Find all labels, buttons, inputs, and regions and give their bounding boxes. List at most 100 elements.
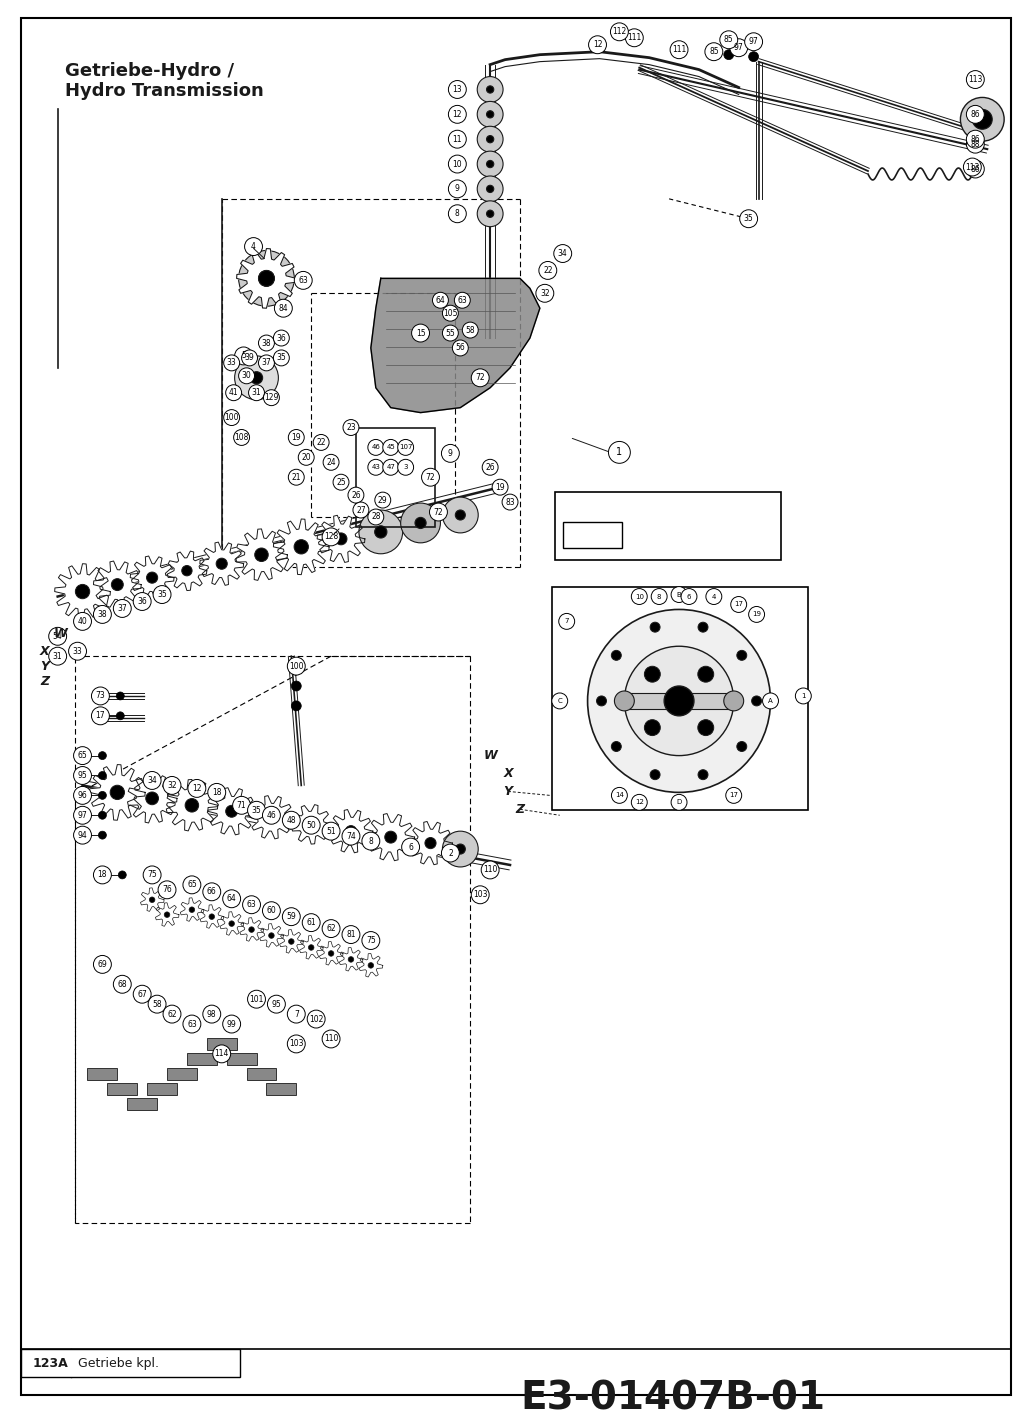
Circle shape [283,908,300,925]
Circle shape [291,681,301,691]
Bar [21,1349,239,1377]
Circle shape [243,895,260,914]
Circle shape [94,955,111,973]
Circle shape [183,1015,201,1033]
Text: 10: 10 [452,159,462,169]
Circle shape [448,205,466,223]
Circle shape [98,811,106,820]
Polygon shape [329,810,373,853]
Circle shape [966,105,985,124]
Text: 72: 72 [425,473,436,482]
Text: 69: 69 [98,961,107,969]
Text: 10: 10 [635,594,644,600]
Circle shape [367,459,384,475]
Circle shape [503,495,518,510]
Circle shape [665,686,694,716]
Text: 83: 83 [506,497,515,506]
Text: 59: 59 [287,912,296,921]
Circle shape [698,666,714,682]
Text: Y: Y [504,784,513,799]
Text: 37: 37 [261,358,271,368]
Text: 73: 73 [96,692,105,701]
Circle shape [558,614,575,630]
Circle shape [972,109,992,129]
Text: 26: 26 [351,490,361,500]
Circle shape [234,347,253,365]
Text: 85: 85 [724,36,734,44]
Circle shape [224,409,239,425]
Circle shape [477,77,503,102]
Circle shape [163,1005,181,1023]
Text: 8: 8 [455,209,459,219]
Circle shape [183,875,201,894]
Circle shape [287,1034,305,1053]
Circle shape [322,1030,340,1047]
Circle shape [698,622,708,632]
Text: 12: 12 [635,800,644,806]
Text: 99: 99 [227,1019,236,1029]
Text: 19: 19 [752,611,762,618]
Text: 86: 86 [970,109,980,119]
Text: 63: 63 [187,1019,197,1029]
Polygon shape [250,796,293,838]
Circle shape [383,459,398,475]
Circle shape [289,939,294,945]
Circle shape [748,607,765,622]
Bar [630,693,729,709]
Circle shape [209,914,215,919]
Circle shape [223,1015,240,1033]
Text: 15: 15 [416,328,425,338]
Circle shape [262,806,281,824]
Circle shape [258,335,275,351]
Text: 55: 55 [446,328,455,338]
Circle shape [359,510,402,554]
Text: 1: 1 [616,448,622,458]
Polygon shape [359,953,383,978]
Circle shape [486,135,493,142]
Polygon shape [55,564,110,620]
Circle shape [283,811,300,830]
Circle shape [477,126,503,152]
Circle shape [73,826,92,844]
Text: 48: 48 [287,816,296,824]
Text: 7: 7 [294,1009,298,1019]
Text: 58: 58 [153,999,162,1009]
Circle shape [307,818,317,830]
Text: 35: 35 [252,806,261,814]
Text: 32: 32 [167,782,176,790]
Text: 23: 23 [346,423,356,432]
Circle shape [737,651,747,661]
Circle shape [671,587,687,603]
Circle shape [232,796,251,814]
Text: 111: 111 [627,33,642,43]
Circle shape [415,517,426,529]
Bar [206,1037,236,1050]
Polygon shape [317,516,365,563]
Circle shape [249,926,254,932]
Text: 85: 85 [709,47,718,57]
Polygon shape [292,804,331,844]
Text: 107: 107 [399,445,413,450]
Text: SEAL & O-RING KIT: SEAL & O-RING KIT [602,506,735,519]
Circle shape [482,459,498,475]
Polygon shape [236,529,287,580]
Circle shape [737,742,747,752]
Circle shape [241,350,258,365]
Bar [562,522,622,549]
Text: 18: 18 [98,871,107,880]
Text: 3: 3 [404,465,408,470]
Text: 123A: 123A [33,1357,68,1370]
Circle shape [632,794,647,810]
Text: 12: 12 [453,109,462,119]
Bar [247,1067,277,1080]
Circle shape [651,588,667,604]
Text: 63: 63 [298,276,309,284]
Circle shape [455,844,465,854]
Circle shape [368,962,374,968]
Polygon shape [320,942,343,965]
Circle shape [401,838,420,855]
Circle shape [73,766,92,784]
Circle shape [226,806,237,817]
Circle shape [966,71,985,88]
Polygon shape [167,551,206,591]
